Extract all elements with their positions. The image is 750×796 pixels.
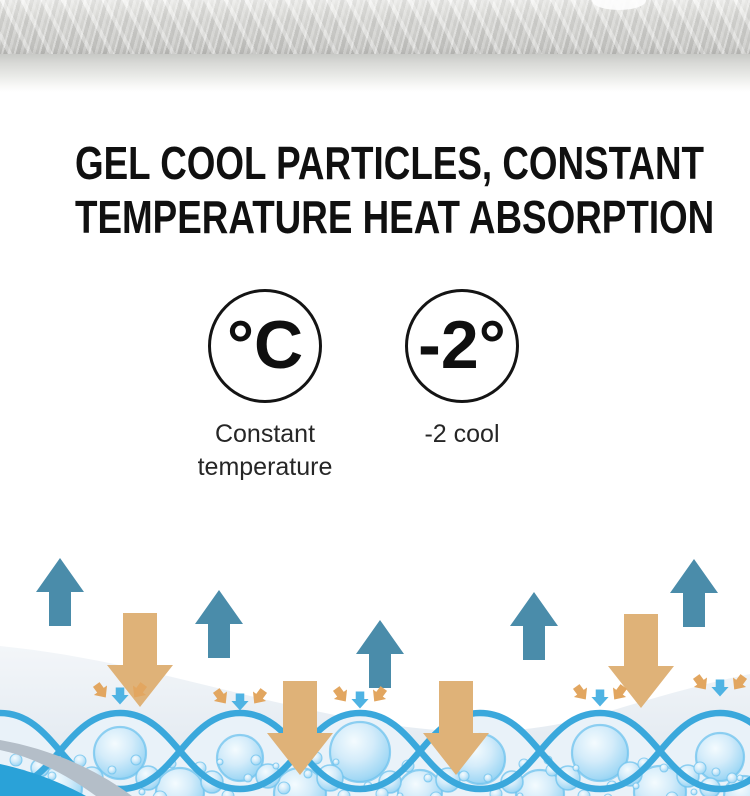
title-line-2: TEMPERATURE HEAT ABSORPTION	[75, 191, 715, 243]
micro-blue-down-arrow-icon	[351, 691, 369, 709]
heat-release-up-arrow-icon	[670, 559, 718, 627]
gel-bubble	[693, 761, 707, 775]
minus-two-degrees-circle-icon: -2°	[405, 289, 519, 403]
micro-orange-down-arrow-icon	[569, 681, 593, 705]
gel-cooling-illustration	[0, 558, 750, 796]
minus-two-badge-text: -2°	[418, 307, 506, 383]
gel-bubble	[659, 763, 669, 773]
marble-strip-shadow-fade	[0, 54, 750, 92]
heat-release-up-arrow-icon	[510, 592, 558, 660]
gel-bubble	[47, 771, 57, 781]
fabric-band-blue	[0, 764, 86, 796]
gel-bubble	[250, 754, 262, 766]
gel-bubble	[577, 789, 591, 796]
micro-absorption-arrows-icon	[329, 683, 391, 709]
gel-bubble	[516, 792, 524, 796]
feature-minus-two-cool: -2° -2 cool	[367, 289, 557, 451]
gel-bubble	[665, 791, 679, 796]
gel-bubble	[632, 782, 640, 790]
feature-constant-temperature: °C Constant temperature	[170, 289, 360, 484]
gel-bubble	[138, 788, 146, 796]
gel-bubble	[572, 764, 580, 772]
gel-bubble	[694, 731, 746, 783]
gel-bubble	[328, 720, 392, 784]
heat-release-up-arrow-icon	[195, 590, 243, 658]
gel-bubble	[272, 762, 280, 770]
celsius-circle-icon: °C	[208, 289, 322, 403]
micro-blue-down-arrow-icon	[591, 689, 609, 707]
gel-bubble	[277, 781, 291, 795]
gel-bubble	[216, 758, 224, 766]
gel-bubble	[690, 788, 698, 796]
micro-orange-down-arrow-icon	[329, 683, 353, 707]
gel-bubble	[483, 773, 493, 783]
gel-bubble	[726, 772, 738, 784]
gel-bubble	[736, 774, 744, 782]
gel-bubble	[429, 791, 443, 796]
marble-countertop-photo-strip	[0, 0, 750, 54]
gel-bubble	[243, 773, 253, 783]
feature-label: Constant temperature	[197, 420, 333, 481]
gel-bubble	[152, 790, 168, 796]
gel-bubble	[92, 725, 148, 781]
heat-release-up-arrow-icon	[356, 620, 404, 688]
product-edge-highlight	[592, 0, 646, 10]
heat-release-up-arrow-icon	[36, 558, 84, 626]
gel-wave-line	[0, 709, 750, 793]
gel-bubble	[130, 754, 142, 766]
page-title: GEL COOL PARTICLES, CONSTANT TEMPERATURE…	[0, 136, 750, 244]
gel-bubble	[396, 792, 404, 796]
micro-absorption-arrows-icon	[569, 681, 631, 707]
gel-bubble	[9, 753, 23, 767]
fabric-layers-corner	[0, 740, 132, 796]
gel-bubble	[107, 765, 117, 775]
gel-bubble	[711, 767, 721, 777]
gel-bubble	[423, 773, 433, 783]
gel-bubble	[215, 733, 265, 783]
gel-bubble	[458, 770, 470, 782]
celsius-badge-text: °C	[226, 307, 304, 383]
gel-bubble	[570, 723, 630, 783]
title-line-1: GEL COOL PARTICLES, CONSTANT	[75, 137, 705, 189]
fabric-band-gray	[0, 740, 132, 796]
gel-bubble	[303, 769, 313, 779]
gel-bubble	[337, 789, 351, 796]
gel-bubble	[332, 758, 340, 766]
gel-bubble	[375, 787, 389, 796]
feature-label: -2 cool	[424, 420, 500, 448]
